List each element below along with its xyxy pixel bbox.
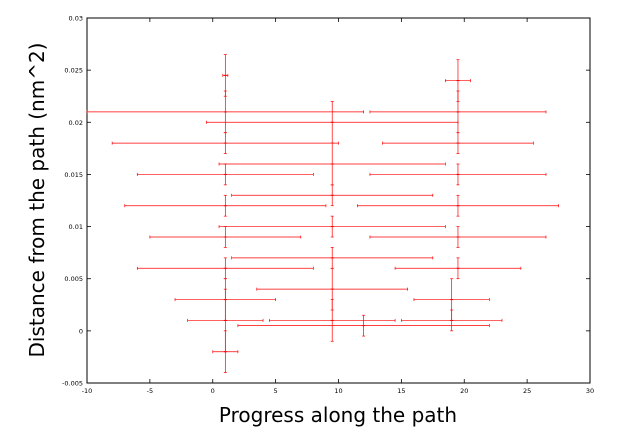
data-point [369,163,547,186]
tick-layer: -10 -5 0 5 10 15 20 25 30 -0.005 0 0.005 0.01 0.015 0.… [62,15,594,396]
data-point [124,194,327,217]
y-tick-label: 0.025 [64,67,83,75]
x-tick-label: 10 [334,387,342,395]
y-axis-label: Distance from the path (nm^2) [25,43,49,358]
plot-frame [86,17,591,384]
data-point [369,90,547,134]
x-tick-label: -5 [147,387,153,395]
x-tick-label: 5 [274,387,278,395]
y-tick-label: 0.015 [64,171,83,179]
data-point [218,142,446,186]
data-point [218,215,446,238]
x-tick-label: -10 [82,387,93,395]
data-point [111,132,339,154]
data-point [401,309,503,332]
data-point [369,226,547,248]
data-point [382,132,534,154]
data-point [231,184,434,207]
x-tick-label: 20 [460,387,468,395]
x-tick-label: 30 [586,387,594,395]
y-tick-label: 0.01 [69,223,83,231]
x-tick-label: 25 [523,387,531,395]
x-tick-label: 0 [211,387,215,395]
data-point [212,330,239,373]
y-tick-label: 0.03 [69,15,83,23]
data-point [268,299,396,342]
data-layer [86,54,559,373]
y-tick-label: 0.005 [64,275,83,283]
x-axis-label: Progress along the path [219,403,457,427]
y-tick-label: 0.02 [69,119,83,127]
y-tick-label: 0 [79,327,83,335]
data-point [237,314,490,337]
x-tick-label: 15 [397,387,405,395]
data-point [394,257,522,280]
y-tick-label: -0.005 [62,380,83,388]
data-point [357,194,559,217]
